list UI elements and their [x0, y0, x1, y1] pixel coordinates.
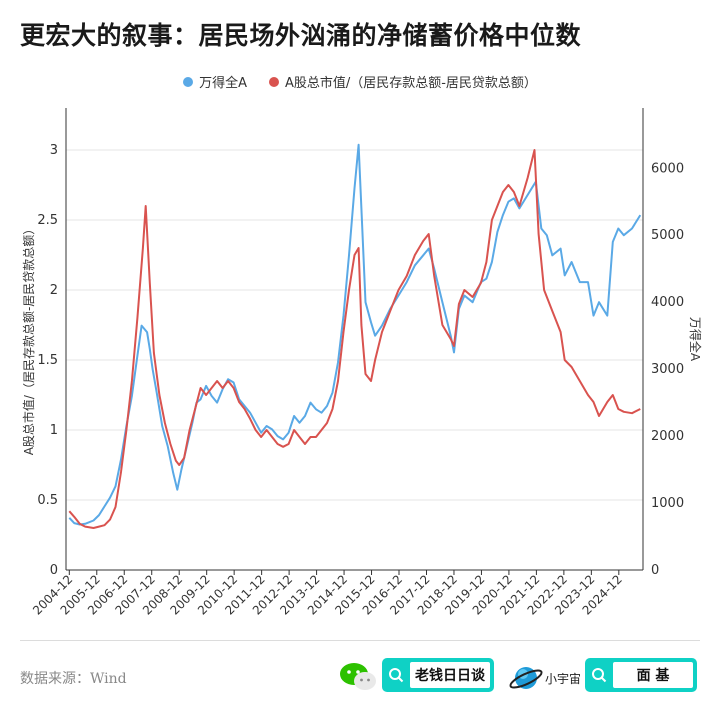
search-icon	[382, 667, 410, 683]
wechat-icon[interactable]	[338, 660, 378, 694]
legend-label-ratio: A股总市值/（居民存款总额-居民贷款总额）	[284, 76, 537, 91]
y-left-tick-label: 2	[50, 283, 58, 298]
y-right-tick-label: 3000	[651, 362, 684, 377]
line-chart: 00.511.522.53010002000300040005000600020…	[21, 108, 703, 618]
legend-item-ratio[interactable]: A股总市值/（居民存款总额-居民贷款总额）	[268, 72, 537, 91]
planet-logo-icon	[509, 667, 543, 689]
y-left-axis-title: A股总市值/（居民存款总额-居民贷款总额）	[21, 223, 36, 456]
y-left-tick-label: 0.5	[37, 493, 58, 508]
series-line-ratio	[68, 149, 641, 529]
y-right-tick-label: 0	[651, 563, 659, 578]
search-text-laoqian: 老钱日日谈	[410, 662, 490, 688]
legend-dot-wind-a	[183, 76, 194, 87]
legend: 万得全A A股总市值/（居民存款总额-居民贷款总额）	[0, 72, 720, 91]
y-right-axis-title: 万得全A	[688, 317, 703, 362]
y-right-tick-label: 4000	[651, 295, 684, 310]
data-source: 数据来源：Wind	[20, 671, 127, 687]
y-left-tick-label: 1	[50, 423, 58, 438]
search-box-mianji[interactable]: 面 基	[585, 658, 697, 692]
brand-name: 小宇宙	[545, 672, 582, 686]
legend-item-wind-a[interactable]: 万得全A	[183, 72, 247, 91]
footer-divider	[20, 640, 700, 641]
search-text-mianji: 面 基	[613, 662, 693, 688]
legend-dot-ratio	[268, 76, 279, 87]
y-left-tick-label: 1.5	[37, 353, 58, 368]
series-line-wind-a	[68, 143, 642, 526]
page-title: 更宏大的叙事：居民场外汹涌的净储蓄价格中位数	[20, 21, 582, 50]
y-right-tick-label: 1000	[651, 496, 684, 511]
y-right-tick-label: 6000	[651, 161, 684, 176]
y-left-tick-label: 3	[50, 143, 58, 158]
y-right-tick-label: 5000	[651, 228, 684, 243]
y-right-tick-label: 2000	[651, 429, 684, 444]
y-left-tick-label: 2.5	[37, 213, 58, 228]
search-box-laoqian[interactable]: 老钱日日谈	[382, 658, 494, 692]
y-left-tick-label: 0	[50, 563, 58, 578]
search-icon	[585, 667, 613, 683]
legend-label-wind-a: 万得全A	[199, 76, 247, 91]
